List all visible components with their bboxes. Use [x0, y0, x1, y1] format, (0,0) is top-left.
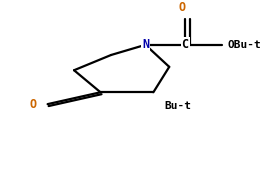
Text: OBu-t: OBu-t — [227, 40, 261, 50]
Text: O: O — [30, 98, 37, 111]
Text: O: O — [179, 1, 186, 14]
Text: N: N — [142, 38, 149, 51]
Text: Bu-t: Bu-t — [164, 101, 191, 111]
Text: C: C — [182, 38, 189, 51]
